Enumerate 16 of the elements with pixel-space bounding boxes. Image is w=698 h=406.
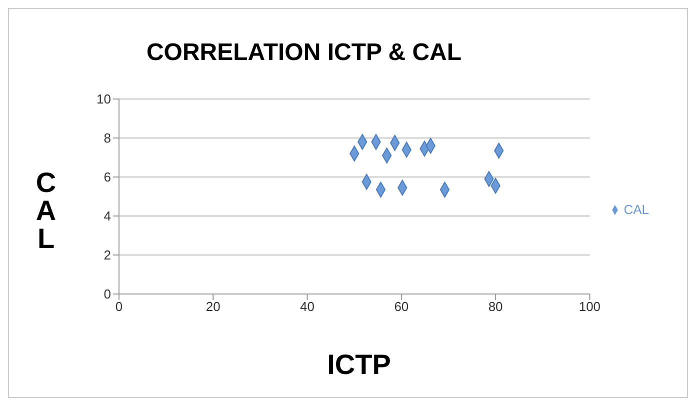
x-tick-label: 0 <box>115 299 123 314</box>
y-tick-label: 0 <box>104 286 111 302</box>
x-tick-label: 80 <box>488 299 503 314</box>
y-tick-label: 6 <box>104 170 111 185</box>
x-tick-label: 20 <box>206 299 220 314</box>
x-axis-title: ICTP <box>326 349 392 381</box>
y-tick-label: 10 <box>96 92 111 107</box>
y-axis-title: CAL <box>34 167 58 254</box>
chart-title: CORRELATION ICTP & CAL <box>145 39 463 67</box>
x-tick-label: 100 <box>578 299 601 314</box>
x-tick-label: 60 <box>394 299 409 314</box>
x-tick-label: 40 <box>300 299 315 314</box>
y-tick-label: 8 <box>104 130 111 146</box>
legend-label: CAL <box>624 202 649 216</box>
y-tick-label: 4 <box>104 208 111 224</box>
y-tick-label: 2 <box>104 248 111 263</box>
